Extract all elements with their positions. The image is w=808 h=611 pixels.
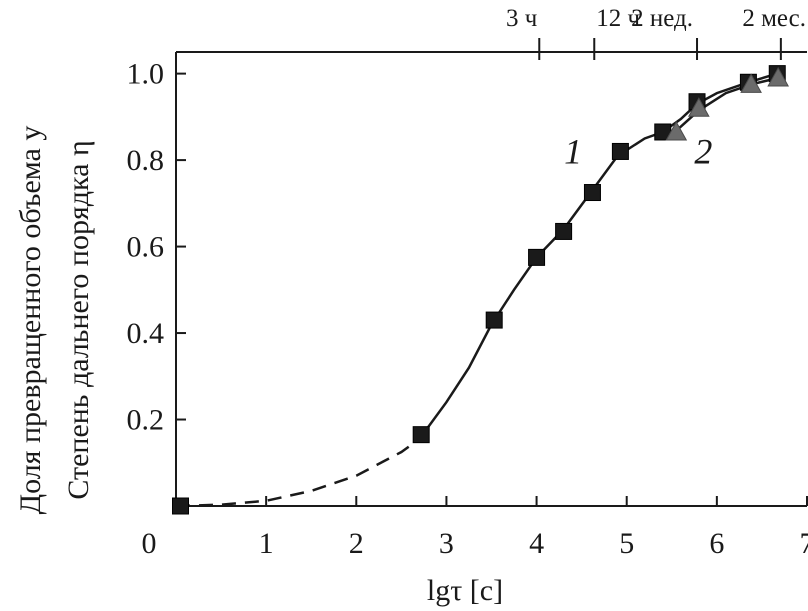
x-tick-label: 7 (800, 527, 808, 560)
top-axis-label: 2 нед. (631, 5, 693, 32)
x-tick-label: 6 (709, 527, 724, 560)
data-point-series-2 (740, 73, 762, 93)
x-tick-label: 3 (439, 527, 454, 560)
x-tick-label: 5 (619, 527, 634, 560)
curve-label-2: 2 (694, 131, 712, 171)
fit-curve-series-1 (418, 72, 778, 440)
x-tick-label: 0 (142, 527, 157, 560)
x-tick-label: 1 (259, 527, 274, 560)
data-point-series-1 (611, 142, 629, 160)
data-point-series-1 (172, 497, 190, 515)
fit-curve-series-2 (662, 76, 779, 134)
x-axis-title: lgτ [c] (427, 574, 503, 607)
data-point-series-1 (555, 222, 573, 240)
x-tick-label: 2 (349, 527, 364, 560)
y-axis-title-line-2: Степень дальнего порядка η (62, 140, 95, 499)
data-point-series-1 (412, 426, 430, 444)
top-axis-label: 12 ч (596, 5, 640, 32)
data-point-series-2 (767, 66, 790, 87)
curve-label-1: 1 (564, 131, 582, 171)
data-point-series-2 (687, 97, 710, 117)
data-point-series-1 (485, 311, 503, 329)
data-point-series-1 (583, 184, 601, 202)
y-tick-label: 0.2 (127, 404, 165, 437)
y-tick-label: 1.0 (127, 58, 165, 91)
top-axis-label: 3 ч (506, 5, 537, 32)
y-axis-title-line-1: Доля превращенного объема y (14, 126, 47, 515)
y-tick-label: 0.8 (127, 144, 165, 177)
data-point-series-1 (528, 248, 546, 266)
fit-curve-dashed (175, 437, 421, 508)
top-axis-label: 2 мес. (742, 5, 806, 32)
y-tick-label: 0.6 (127, 231, 165, 264)
y-tick-label: 0.4 (127, 317, 165, 350)
data-point-series-2 (665, 120, 688, 141)
x-tick-label: 4 (529, 527, 544, 560)
plot-area: 0 1 2 3 4 5 6 7 0.2 0.4 0.6 0.8 1.0 3 ч 12 ч2 нед. 2 ме… (127, 5, 808, 560)
